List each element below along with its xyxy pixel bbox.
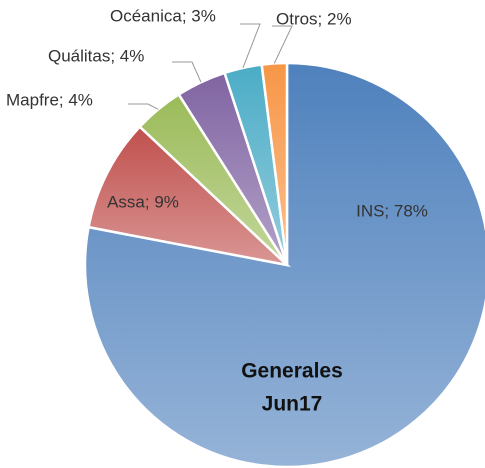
data-label: Mapfre; 4% bbox=[6, 90, 93, 109]
center-text: Generales bbox=[241, 360, 343, 383]
center-text: Jun17 bbox=[262, 393, 323, 416]
data-label: Quálitas; 4% bbox=[48, 46, 144, 65]
data-label: Océanica; 3% bbox=[110, 6, 216, 25]
data-label: Assa; 9% bbox=[107, 192, 179, 211]
data-label: INS; 78% bbox=[356, 201, 428, 220]
leader-line bbox=[128, 103, 159, 110]
leader-line bbox=[240, 23, 261, 69]
leader-line bbox=[172, 61, 202, 83]
data-label: Otros; 2% bbox=[276, 9, 352, 28]
leader-line bbox=[272, 25, 293, 64]
slice bbox=[87, 124, 291, 268]
